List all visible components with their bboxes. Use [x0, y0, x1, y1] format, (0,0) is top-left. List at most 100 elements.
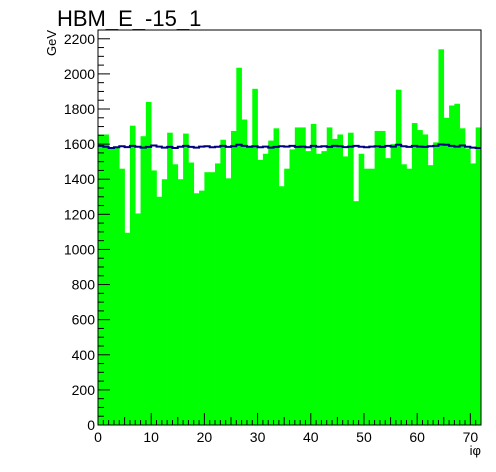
histogram-bar: [129, 125, 136, 426]
histogram-bar: [225, 178, 232, 425]
histogram-bar: [465, 148, 471, 425]
histogram-bar: [262, 153, 269, 425]
histogram-bar: [230, 130, 237, 425]
histogram-bar: [449, 105, 455, 426]
histogram-bar: [300, 127, 306, 426]
y-tick-label: 1800: [64, 101, 95, 117]
histogram-bar: [326, 127, 333, 426]
histogram-bar: [470, 163, 476, 426]
histogram-bar: [385, 158, 391, 425]
histogram-bar: [167, 132, 173, 425]
histogram-bar: [161, 179, 168, 425]
x-tick-label: 30: [250, 429, 266, 445]
histogram-bar: [119, 168, 125, 425]
histogram-bar: [278, 186, 285, 425]
histogram-bar: [353, 201, 359, 425]
y-tick-label: 200: [72, 382, 96, 398]
y-tick-label: 800: [72, 277, 96, 293]
histogram-bar: [443, 117, 450, 425]
histogram-bar: [332, 138, 338, 425]
histogram-bar: [246, 145, 253, 425]
histogram-bar: [411, 123, 418, 425]
histogram-bar: [342, 156, 349, 425]
histogram-bar: [395, 89, 402, 425]
histogram-bar: [215, 163, 221, 426]
chart-title: HBM_E_-15_1: [57, 6, 201, 31]
y-tick-label: 1000: [64, 241, 95, 257]
histogram-bar: [454, 103, 461, 425]
histogram-bar: [268, 140, 274, 425]
histogram-bar: [145, 101, 152, 425]
histogram-bar: [257, 159, 264, 425]
histogram-bar: [316, 153, 322, 425]
histogram-bar: [289, 149, 296, 425]
y-axis-label: GeV: [44, 30, 59, 56]
x-tick-label: 40: [303, 429, 319, 445]
histogram-bar: [209, 172, 216, 425]
x-axis-label: iφ: [470, 443, 481, 458]
histogram-bar: [98, 134, 104, 425]
histogram-bar: [199, 190, 205, 425]
histogram-bar: [273, 128, 280, 425]
histogram-bar: [156, 196, 163, 425]
y-tick-label: 0: [87, 417, 95, 433]
histogram-bar: [401, 164, 407, 426]
y-tick-label: 1200: [64, 206, 95, 222]
x-tick-label: 0: [94, 429, 102, 445]
histogram-bars: [98, 49, 482, 426]
histogram-bar: [305, 151, 312, 425]
histogram-bar: [193, 193, 200, 425]
series-line: [98, 143, 481, 149]
histogram-bar: [284, 168, 290, 425]
histogram-bar: [321, 151, 328, 425]
histogram-bar: [390, 144, 397, 426]
histogram-bar: [252, 88, 258, 425]
histogram-bar: [183, 133, 189, 425]
histogram-bar: [369, 168, 375, 425]
histogram-bar: [310, 123, 317, 426]
mean-step-line: [98, 143, 481, 149]
y-tick-label: 600: [72, 312, 96, 328]
x-tick-label: 20: [197, 429, 213, 445]
histogram-bar: [417, 130, 423, 425]
y-tick-label: 1400: [64, 171, 95, 187]
histogram-bar: [406, 168, 413, 425]
histogram-bar: [363, 168, 370, 425]
x-tick-label: 10: [143, 429, 159, 445]
histogram-bar: [433, 142, 439, 426]
histogram-bar: [204, 172, 211, 425]
histogram-bar: [188, 162, 195, 426]
histogram-bar: [374, 130, 381, 425]
x-tick-label: 50: [356, 429, 372, 445]
histogram-bar: [103, 134, 109, 425]
histogram-bar: [348, 132, 354, 425]
histogram-bar: [108, 147, 115, 425]
histogram-bar: [140, 136, 147, 425]
histogram-bar: [459, 128, 466, 425]
histogram-bar: [177, 179, 184, 425]
histogram-bar: [438, 49, 445, 426]
histogram-bar: [337, 134, 343, 425]
histogram-bar: [172, 164, 179, 426]
histogram-bar: [113, 147, 120, 425]
x-tick-label: 70: [463, 429, 479, 445]
y-tick-label: 2000: [64, 66, 95, 82]
y-tick-label: 2200: [64, 31, 95, 47]
histogram-bar: [358, 153, 365, 425]
histogram-bar: [236, 67, 242, 426]
histogram-bar: [241, 119, 248, 425]
histogram-bar: [427, 165, 434, 425]
y-axis: 0 200 400 600 800 1000 1200 1400 1600 1800 2000 220…: [64, 29, 110, 433]
histogram-bar: [151, 170, 157, 425]
y-tick-label: 400: [72, 347, 96, 363]
histogram-bar: [220, 139, 226, 425]
histogram-bar: [475, 127, 482, 426]
histogram-bar: [294, 127, 301, 426]
histogram-bar: [422, 134, 429, 425]
histogram-bar: [135, 213, 141, 425]
histogram-bar: [124, 232, 131, 425]
histogram-bar: [379, 130, 386, 425]
x-axis: 0 10 20 30 40 50 60 70: [94, 413, 482, 445]
x-tick-label: 60: [409, 429, 425, 445]
